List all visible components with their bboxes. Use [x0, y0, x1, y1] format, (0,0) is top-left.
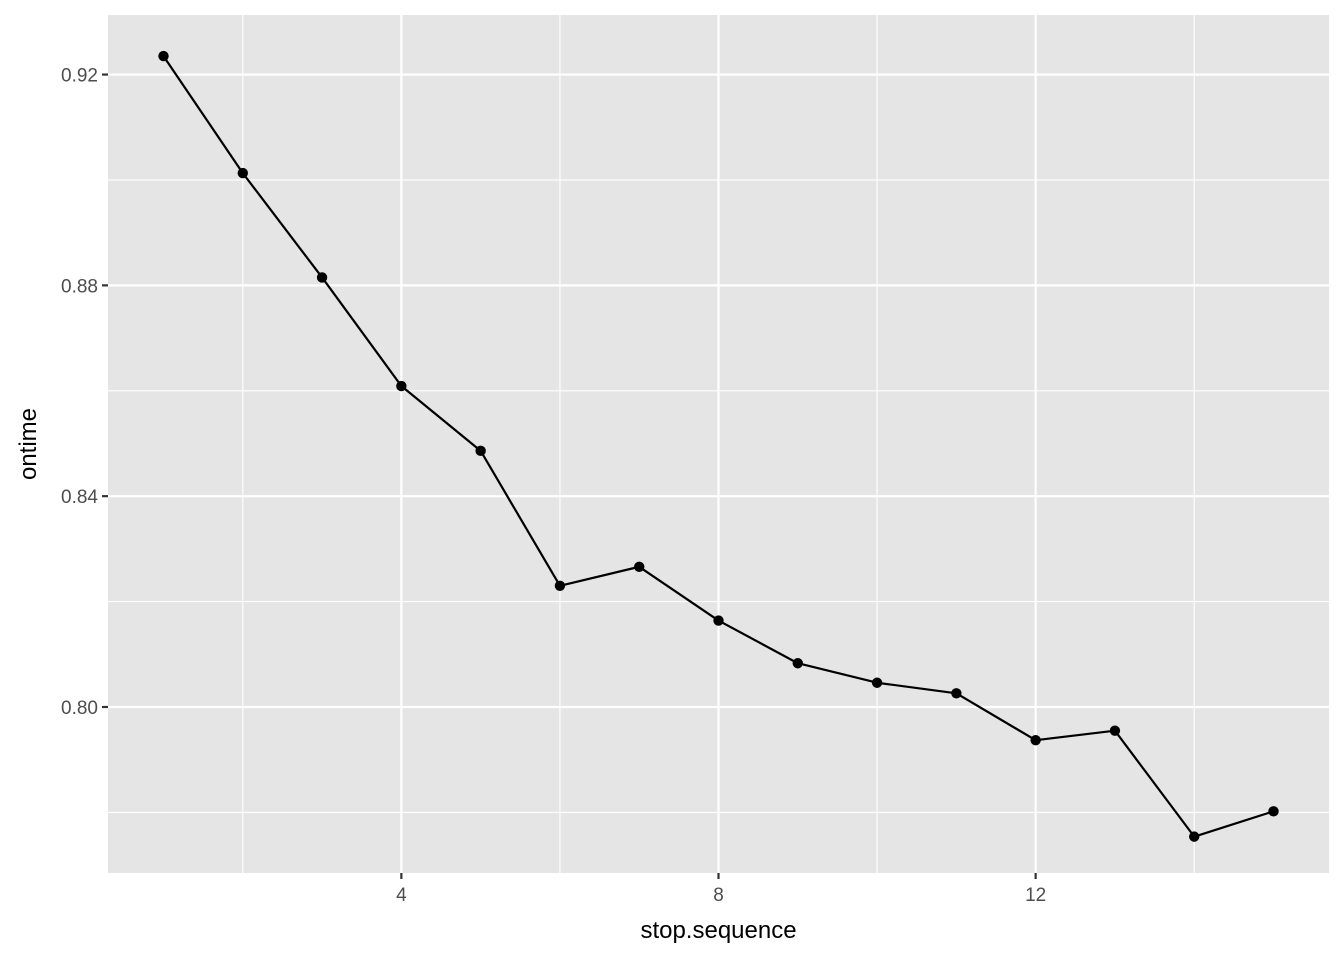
y-tick-label: 0.80: [61, 698, 98, 719]
data-point: [1268, 806, 1279, 817]
x-axis: 4 8 12: [396, 873, 1046, 906]
data-point: [237, 167, 248, 179]
data-point: [396, 380, 407, 392]
x-tick-label: 8: [713, 885, 724, 906]
x-axis-title: stop.sequence: [640, 917, 796, 944]
data-point: [713, 615, 724, 626]
x-tick-label: 12: [1025, 885, 1046, 906]
data-point: [634, 561, 645, 572]
y-axis: 0.80 0.84 0.88 0.92: [61, 66, 108, 719]
y-tick-label: 0.92: [61, 66, 98, 87]
major-gridlines: [108, 15, 1329, 873]
data-series: [158, 50, 1279, 842]
data-point: [554, 580, 566, 591]
data-point: [158, 50, 169, 62]
data-point: [951, 688, 962, 699]
data-point: [475, 445, 486, 457]
y-tick-label: 0.84: [61, 487, 98, 508]
data-point: [1030, 734, 1041, 746]
x-tick-label: 4: [396, 885, 407, 906]
data-point: [316, 272, 328, 283]
data-point: [871, 677, 883, 688]
y-axis-title: ontime: [15, 408, 42, 480]
data-point: [1109, 725, 1121, 736]
y-tick-label: 0.88: [61, 276, 98, 297]
data-point: [792, 658, 803, 669]
data-point: [1189, 831, 1200, 842]
